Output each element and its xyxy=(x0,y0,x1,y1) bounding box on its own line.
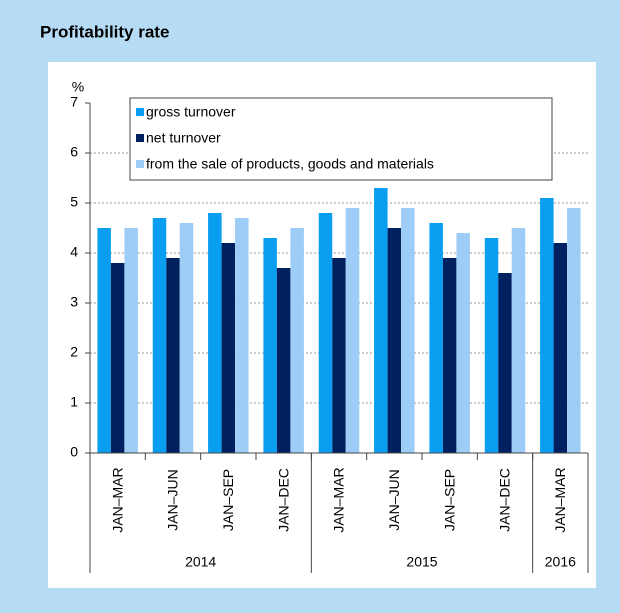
legend-box xyxy=(129,97,553,181)
chart-title: Profitability rate xyxy=(40,22,169,41)
y-tick-label: 1 xyxy=(70,394,78,410)
y-axis-label: % xyxy=(72,79,84,95)
y-tick-label: 0 xyxy=(70,444,78,460)
x-tick-label: JAN–DEC xyxy=(275,468,291,532)
legend-label: from the sale of products, goods and mat… xyxy=(146,156,434,172)
x-tick-label: JAN–MAR xyxy=(552,467,568,532)
bar xyxy=(429,223,443,453)
x-tick-label: JAN–JUN xyxy=(165,469,181,530)
x-tick-label: JAN–MAR xyxy=(331,467,347,532)
x-group-label: 2016 xyxy=(545,554,576,570)
bar xyxy=(387,228,402,453)
bar xyxy=(498,273,512,453)
legend-marker xyxy=(136,134,144,142)
legend-label: gross turnover xyxy=(146,104,236,120)
bar xyxy=(332,258,346,453)
bar xyxy=(235,218,249,453)
y-tick-label: 5 xyxy=(70,194,78,210)
x-group-label: 2014 xyxy=(185,554,216,570)
y-tick-label: 7 xyxy=(70,94,78,110)
bar xyxy=(442,258,457,453)
y-tick-label: 3 xyxy=(70,294,78,310)
legend-label: net turnover xyxy=(146,130,221,146)
x-tick-label: JAN–SEP xyxy=(220,469,236,531)
bar xyxy=(318,213,333,453)
bar xyxy=(263,238,277,453)
bar xyxy=(511,228,526,453)
x-tick-label: JAN–MAR xyxy=(109,467,125,532)
bar xyxy=(179,223,194,453)
bar xyxy=(208,213,222,453)
y-tick-label: 6 xyxy=(70,144,78,160)
legend-marker xyxy=(136,108,144,116)
bar xyxy=(124,228,138,453)
bar xyxy=(401,208,415,453)
bar xyxy=(166,258,180,453)
bar xyxy=(345,208,360,453)
bar xyxy=(110,263,125,453)
legend-marker xyxy=(136,160,144,168)
x-tick-label: JAN–SEP xyxy=(441,469,457,531)
x-tick-label: JAN–DEC xyxy=(497,468,513,532)
bar xyxy=(221,243,236,453)
bar xyxy=(276,268,291,453)
bar xyxy=(152,218,167,453)
y-tick-label: 4 xyxy=(70,244,78,260)
y-tick-label: 2 xyxy=(70,344,78,360)
x-tick-label: JAN–JUN xyxy=(386,469,402,530)
x-group-label: 2015 xyxy=(406,554,437,570)
bar xyxy=(374,188,388,453)
bar xyxy=(540,198,554,453)
bar xyxy=(290,228,304,453)
bar xyxy=(97,228,111,453)
bar xyxy=(553,243,568,453)
bar xyxy=(456,233,470,453)
bar xyxy=(484,238,499,453)
bar xyxy=(567,208,581,453)
